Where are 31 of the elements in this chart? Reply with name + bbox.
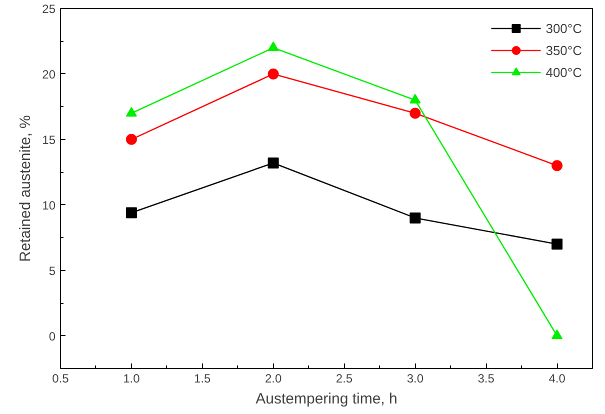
x-tick-label: 2.0 (264, 372, 282, 386)
x-tick-label: 2.5 (336, 372, 353, 386)
legend-label: 300°C (546, 20, 582, 36)
legend-label: 350°C (546, 42, 582, 58)
point (268, 42, 279, 52)
x-tick-label: 3.0 (406, 372, 424, 386)
legend-label: 400°C (546, 64, 582, 80)
x-axis-title: Austempering time, h (256, 390, 398, 408)
y-tick-label: 25 (42, 2, 56, 16)
x-tick-label: 4.0 (548, 372, 566, 386)
point (410, 212, 421, 224)
point (552, 238, 563, 250)
y-tick-label: 15 (42, 132, 56, 147)
y-tick-label: 0 (48, 329, 56, 344)
y-tick-label: 20 (42, 67, 56, 82)
y-axis-title: Retained austenite, % (17, 115, 34, 262)
point (410, 94, 421, 104)
point (126, 134, 137, 145)
x-tick-label: 1.0 (123, 372, 140, 386)
point (268, 157, 279, 168)
point (410, 108, 421, 119)
point (126, 207, 137, 218)
x-tick-label: 1.5 (194, 372, 212, 386)
x-tick-label: 3.5 (478, 372, 495, 386)
point (126, 106, 137, 117)
x-tick-label: 0.5 (52, 372, 70, 386)
y-tick-label: 10 (42, 198, 56, 212)
point (268, 68, 279, 80)
point (552, 160, 563, 172)
point (552, 330, 563, 340)
y-tick-label: 5 (48, 264, 56, 278)
